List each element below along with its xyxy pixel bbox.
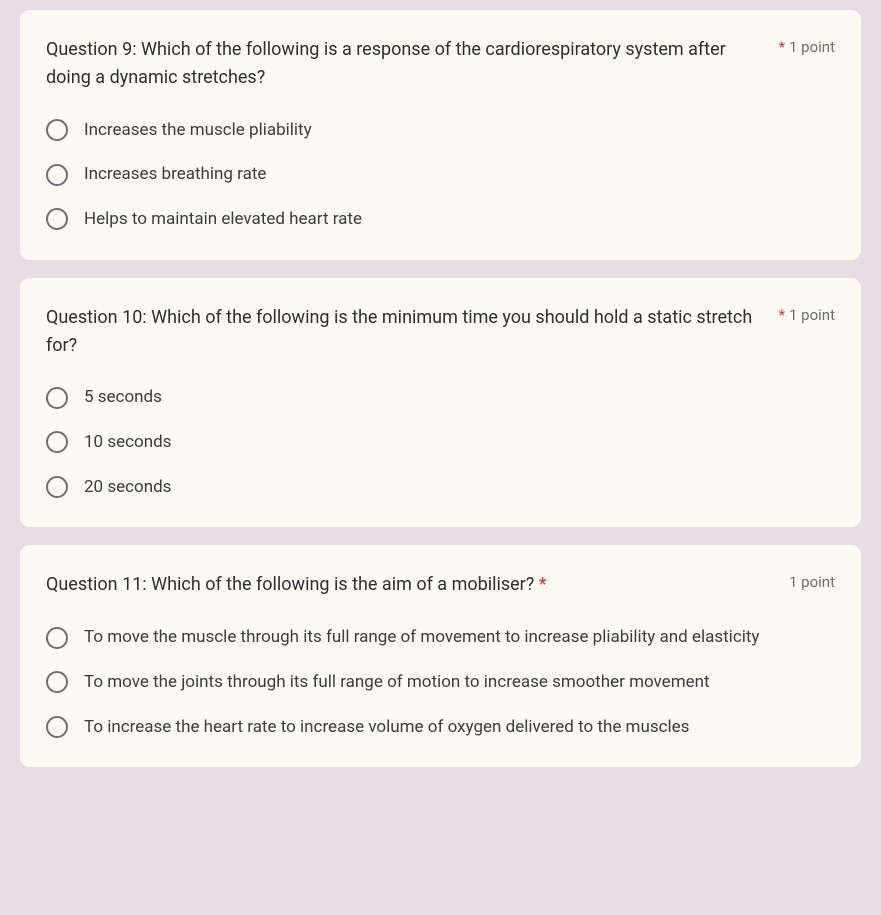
points-label: *1 point xyxy=(779,304,835,324)
question-text: Question 11: Which of the following is t… xyxy=(46,574,534,595)
option-q9-1[interactable]: Increases breathing rate xyxy=(46,162,835,187)
options-group: 5 seconds 10 seconds 20 seconds xyxy=(46,385,835,499)
question-text: Question 10: Which of the following is t… xyxy=(46,307,752,356)
question-title: Question 11: Which of the following is t… xyxy=(46,571,779,599)
question-text: Question 9: Which of the following is a … xyxy=(46,39,726,88)
question-title: Question 10: Which of the following is t… xyxy=(46,304,769,360)
radio-icon xyxy=(46,431,68,453)
question-header: Question 11: Which of the following is t… xyxy=(46,571,835,599)
option-q11-2[interactable]: To increase the heart rate to increase v… xyxy=(46,715,835,740)
option-label: Increases the muscle pliability xyxy=(84,118,312,143)
option-q9-0[interactable]: Increases the muscle pliability xyxy=(46,118,835,143)
option-label: 20 seconds xyxy=(84,475,171,500)
option-label: 5 seconds xyxy=(84,385,162,410)
radio-icon xyxy=(46,164,68,186)
required-star-icon: * xyxy=(539,574,547,595)
option-label: Increases breathing rate xyxy=(84,162,266,187)
options-group: To move the muscle through its full rang… xyxy=(46,625,835,739)
option-q11-0[interactable]: To move the muscle through its full rang… xyxy=(46,625,835,650)
question-card-11: Question 11: Which of the following is t… xyxy=(20,545,861,767)
points-text: 1 point xyxy=(789,38,835,56)
points-text: 1 point xyxy=(789,573,835,591)
question-header: Question 10: Which of the following is t… xyxy=(46,304,835,360)
option-q10-0[interactable]: 5 seconds xyxy=(46,385,835,410)
option-label: Helps to maintain elevated heart rate xyxy=(84,207,362,232)
radio-icon xyxy=(46,716,68,738)
points-text: 1 point xyxy=(789,306,835,324)
radio-icon xyxy=(46,387,68,409)
option-label: To increase the heart rate to increase v… xyxy=(84,715,689,740)
question-title: Question 9: Which of the following is a … xyxy=(46,36,769,92)
option-q11-1[interactable]: To move the joints through its full rang… xyxy=(46,670,835,695)
question-card-10: Question 10: Which of the following is t… xyxy=(20,278,861,528)
radio-icon xyxy=(46,119,68,141)
required-star-icon: * xyxy=(779,306,785,324)
option-q10-1[interactable]: 10 seconds xyxy=(46,430,835,455)
option-label: To move the joints through its full rang… xyxy=(84,670,710,695)
option-label: To move the muscle through its full rang… xyxy=(84,625,759,650)
question-card-9: Question 9: Which of the following is a … xyxy=(20,10,861,260)
options-group: Increases the muscle pliability Increase… xyxy=(46,118,835,232)
option-label: 10 seconds xyxy=(84,430,171,455)
points-label: 1 point xyxy=(789,571,835,591)
option-q10-2[interactable]: 20 seconds xyxy=(46,475,835,500)
radio-icon xyxy=(46,208,68,230)
radio-icon xyxy=(46,627,68,649)
required-star-icon: * xyxy=(779,38,785,56)
radio-icon xyxy=(46,476,68,498)
option-q9-2[interactable]: Helps to maintain elevated heart rate xyxy=(46,207,835,232)
question-header: Question 9: Which of the following is a … xyxy=(46,36,835,92)
points-label: *1 point xyxy=(779,36,835,56)
radio-icon xyxy=(46,671,68,693)
